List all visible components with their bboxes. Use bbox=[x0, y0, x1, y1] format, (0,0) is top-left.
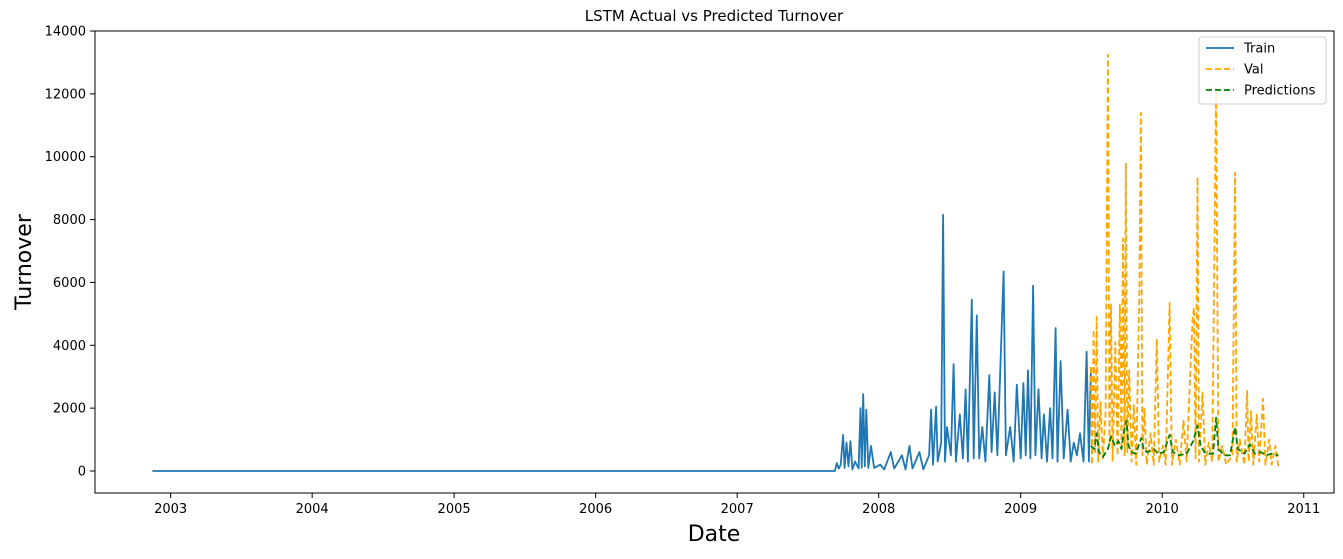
y-axis: 0 2000 4000 6000 8000 10000 12000 14000 bbox=[45, 25, 95, 480]
legend: Train Val Predictions bbox=[1198, 36, 1327, 105]
legend-frame bbox=[1198, 36, 1327, 105]
x-tick-label: 2006 bbox=[579, 502, 612, 517]
y-axis-label: Turnover bbox=[12, 213, 37, 311]
x-tick-label: 2011 bbox=[1287, 502, 1320, 517]
axes-frame bbox=[94, 30, 1335, 494]
x-tick-label: 2004 bbox=[296, 502, 329, 517]
legend-label: Train bbox=[1243, 42, 1275, 57]
y-tick-label: 2000 bbox=[53, 402, 86, 417]
y-tick-label: 12000 bbox=[45, 87, 86, 102]
x-axis: 2003 2004 2005 2006 2007 2008 2009 2010 2011 bbox=[154, 493, 1320, 517]
x-tick-label: 2008 bbox=[862, 502, 895, 517]
x-tick-label: 2003 bbox=[154, 502, 187, 517]
x-axis-label: Date bbox=[688, 522, 741, 547]
x-tick-label: 2010 bbox=[1146, 502, 1179, 517]
plot-area bbox=[152, 53, 1280, 472]
y-tick-label: 4000 bbox=[53, 339, 86, 354]
legend-label: Val bbox=[1244, 63, 1263, 78]
series-line-val bbox=[1090, 53, 1280, 469]
x-tick-label: 2005 bbox=[438, 502, 471, 517]
legend-label: Predictions bbox=[1244, 84, 1316, 99]
y-tick-label: 8000 bbox=[53, 213, 86, 228]
series-line-train bbox=[152, 214, 1092, 472]
series-line-predictions bbox=[1090, 416, 1279, 458]
y-tick-label: 14000 bbox=[45, 25, 86, 40]
x-tick-label: 2009 bbox=[1004, 502, 1037, 517]
x-tick-label: 2007 bbox=[721, 502, 754, 517]
y-tick-label: 6000 bbox=[53, 276, 86, 291]
chart-title: LSTM Actual vs Predicted Turnover bbox=[585, 7, 844, 25]
y-tick-label: 0 bbox=[78, 465, 86, 480]
y-tick-label: 10000 bbox=[45, 150, 86, 165]
